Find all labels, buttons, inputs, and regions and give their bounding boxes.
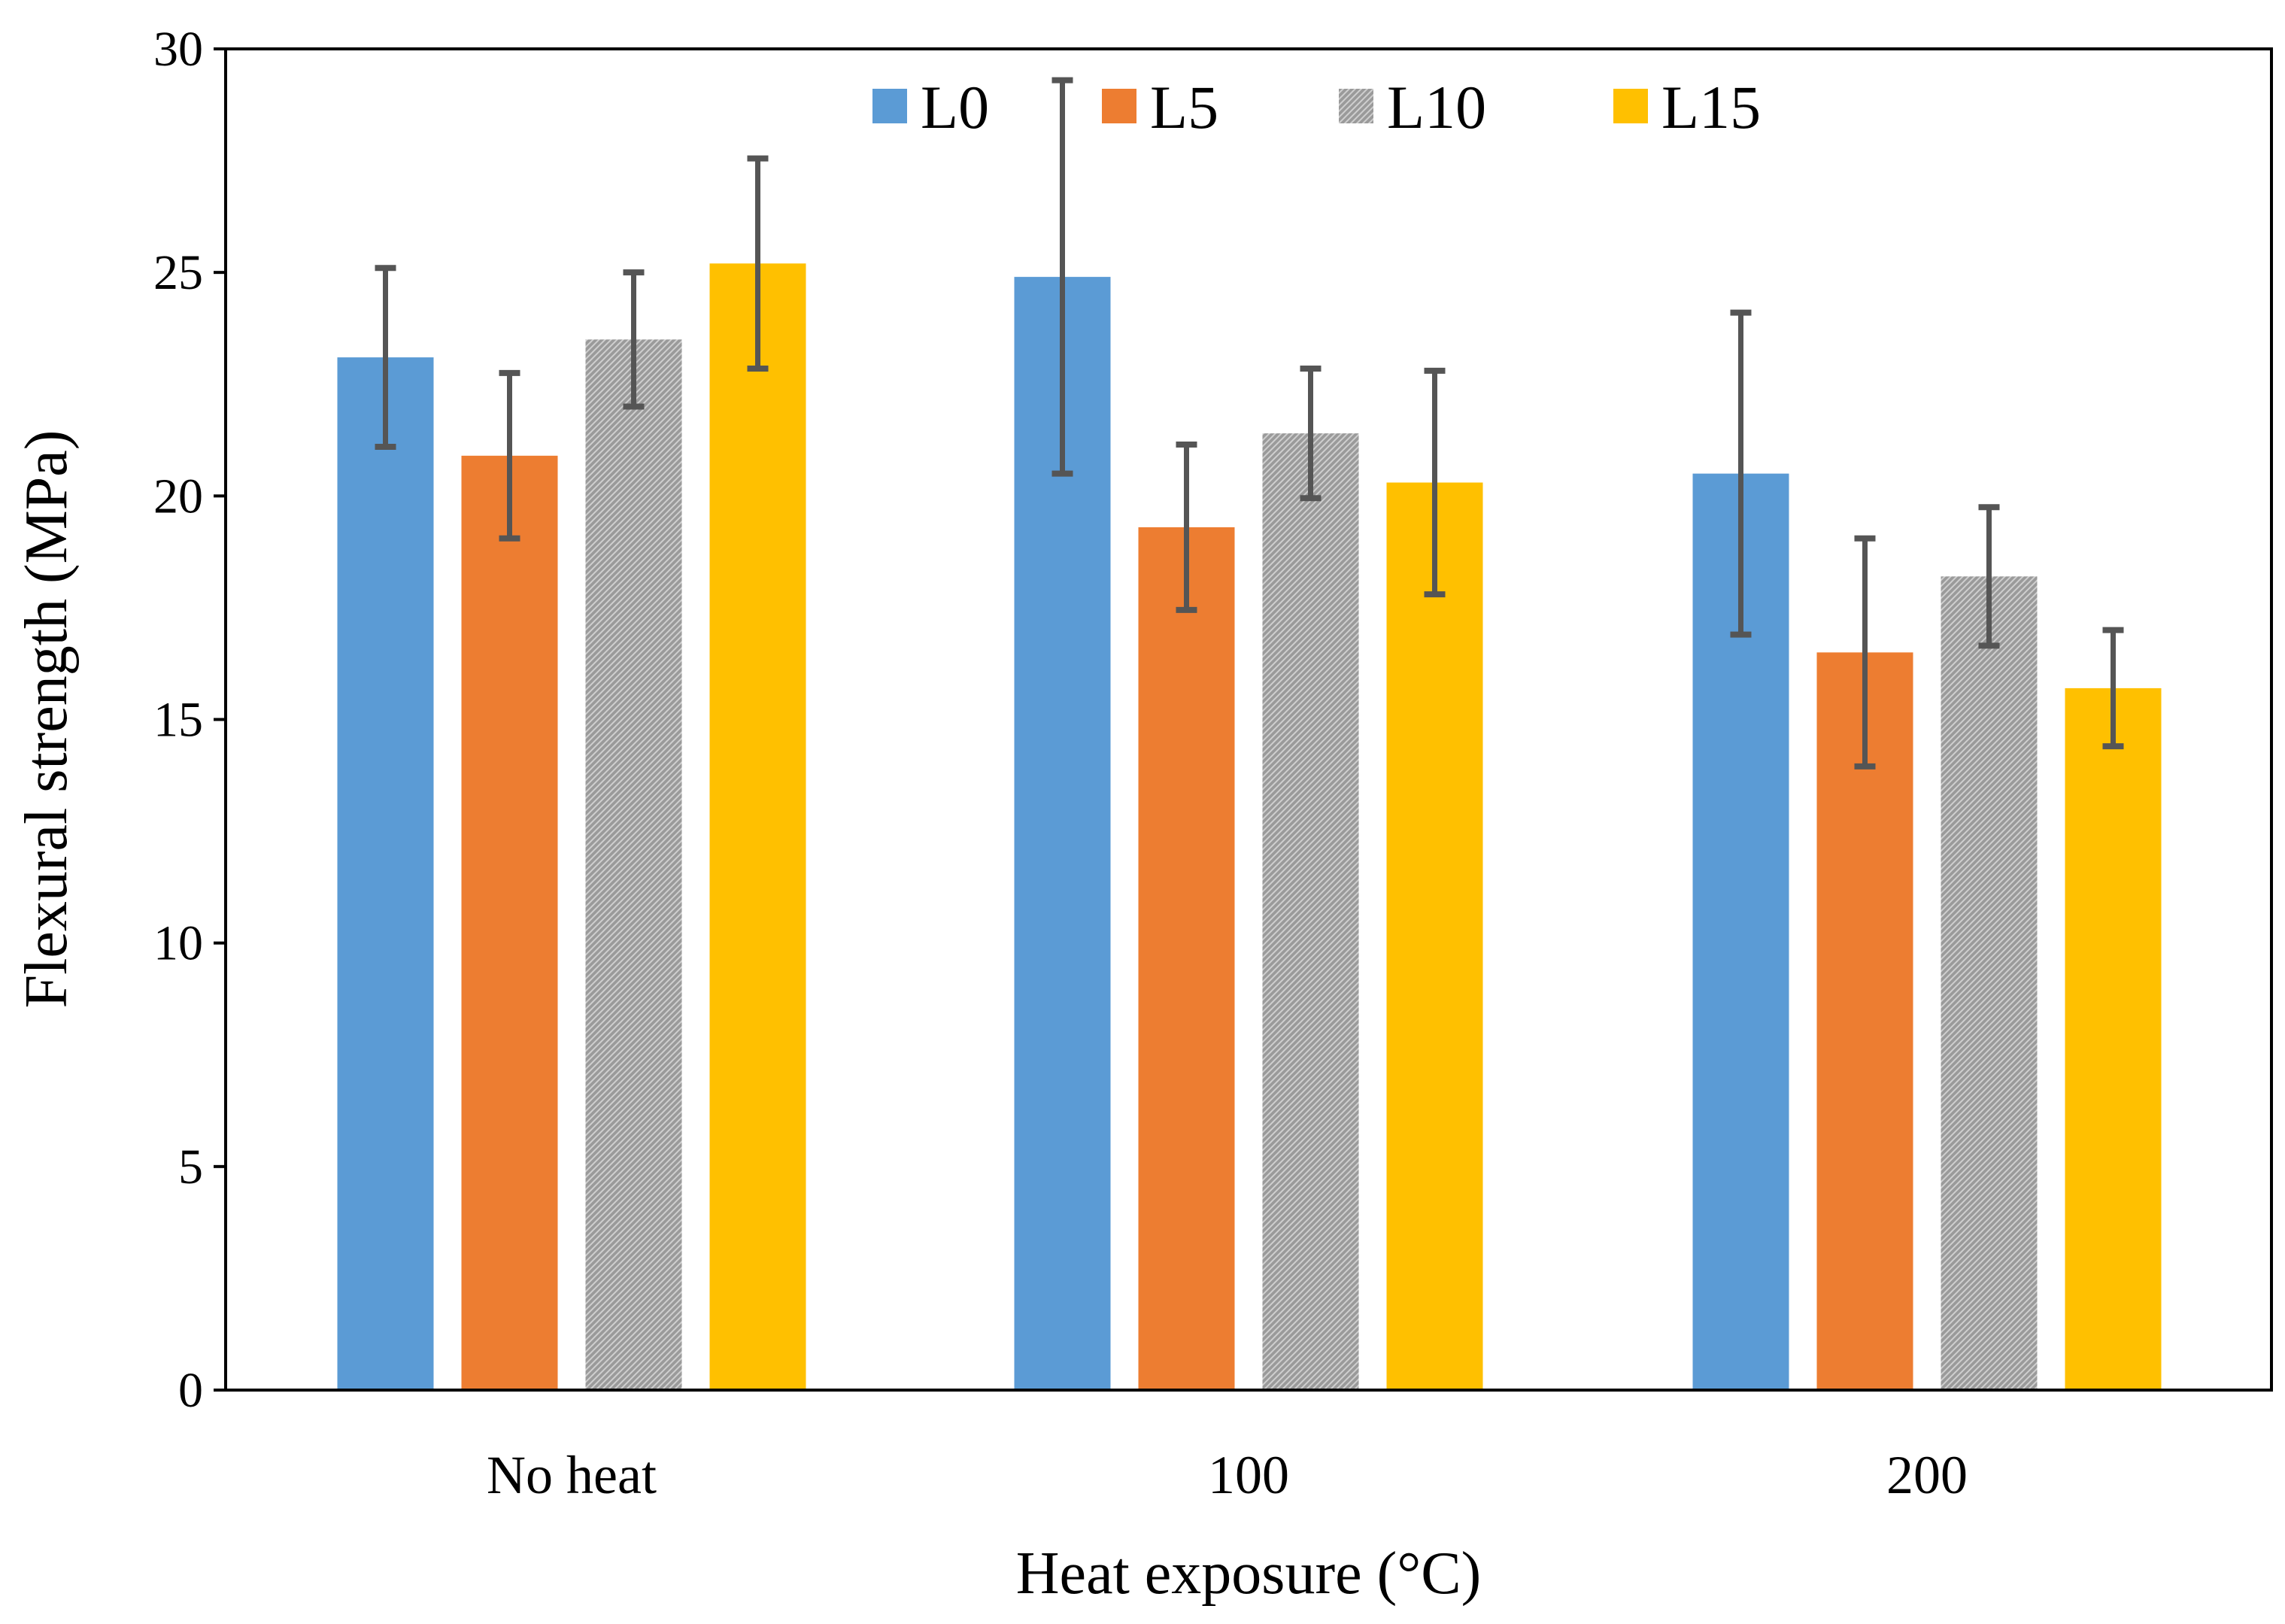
legend-label: L15 xyxy=(1661,73,1761,141)
legend-swatch xyxy=(1102,89,1136,123)
legend-item-L10: L10 xyxy=(1339,73,1486,141)
error-bar-L0-0 xyxy=(375,265,396,450)
x-category-label: 200 xyxy=(1886,1445,1968,1505)
error-bar-L15-2 xyxy=(2102,627,2124,750)
bar-L0-0 xyxy=(337,357,434,1391)
y-axis-title: Flexural strength (MPa) xyxy=(14,430,80,1009)
y-tick-label: 20 xyxy=(153,469,203,524)
legend-label: L5 xyxy=(1150,73,1218,141)
bar-L10-0 xyxy=(585,339,682,1391)
x-axis-category-labels: No heat 100 200 xyxy=(487,1445,1968,1505)
error-bar-L15-0 xyxy=(747,155,769,372)
legend-label: L10 xyxy=(1387,73,1486,141)
error-bar-L0-1 xyxy=(1051,77,1073,477)
y-tick-label: 25 xyxy=(153,245,203,300)
y-tick-label: 5 xyxy=(178,1140,203,1194)
error-bar-L5-0 xyxy=(499,369,520,542)
legend-swatch xyxy=(1339,89,1373,123)
legend-item-L5: L5 xyxy=(1102,73,1218,141)
error-bar-L10-2 xyxy=(1978,504,2000,649)
error-bar-L15-1 xyxy=(1424,367,1446,598)
bar-L5-2 xyxy=(1816,652,1913,1390)
error-bar-L5-1 xyxy=(1176,441,1197,613)
x-category-label: 100 xyxy=(1208,1445,1289,1505)
bar-L10-2 xyxy=(1941,576,2038,1390)
y-tick-label: 15 xyxy=(153,693,203,748)
x-category-label: No heat xyxy=(487,1445,657,1505)
error-bar-L10-0 xyxy=(623,269,645,410)
x-axis-title: Heat exposure (°C) xyxy=(1016,1541,1481,1607)
bar-L5-0 xyxy=(461,455,558,1391)
bar-L5-1 xyxy=(1138,527,1235,1390)
plot-area xyxy=(226,49,2271,1390)
y-tick-label: 10 xyxy=(153,916,203,971)
bar-L10-1 xyxy=(1262,433,1359,1390)
bar-L15-1 xyxy=(1386,482,1483,1390)
bar-L15-0 xyxy=(709,263,806,1390)
legend: L0 L5 L10 L15 xyxy=(872,73,1761,141)
bar-L15-2 xyxy=(2065,688,2162,1390)
legend-item-L0: L0 xyxy=(872,73,989,141)
y-axis-ticks: 0 5 10 15 20 25 30 xyxy=(153,22,226,1418)
error-bar-L10-1 xyxy=(1300,365,1322,502)
legend-swatch xyxy=(872,89,907,123)
y-tick-label: 30 xyxy=(153,22,203,77)
legend-swatch xyxy=(1613,89,1648,123)
legend-item-L15: L15 xyxy=(1613,73,1761,141)
y-tick-label: 0 xyxy=(178,1363,203,1418)
error-bar-L0-2 xyxy=(1730,309,1752,638)
legend-label: L0 xyxy=(921,73,989,141)
bars-group xyxy=(337,263,2162,1391)
error-bar-L5-2 xyxy=(1854,535,1876,770)
error-bars-group xyxy=(375,77,2124,770)
